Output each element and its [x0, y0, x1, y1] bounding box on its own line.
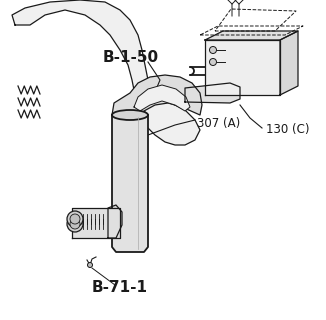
Text: B-71-1: B-71-1 [92, 281, 148, 295]
Circle shape [87, 262, 93, 268]
Polygon shape [112, 115, 148, 252]
Polygon shape [72, 208, 120, 238]
Circle shape [210, 46, 216, 53]
Text: 130 (C): 130 (C) [266, 124, 309, 137]
Circle shape [70, 219, 80, 229]
Circle shape [67, 211, 83, 227]
Circle shape [210, 59, 216, 66]
Circle shape [67, 216, 83, 232]
Polygon shape [205, 40, 280, 95]
Polygon shape [108, 205, 122, 238]
Polygon shape [205, 31, 298, 40]
Ellipse shape [112, 110, 148, 120]
Polygon shape [112, 75, 202, 115]
Circle shape [70, 214, 80, 224]
Polygon shape [280, 31, 298, 95]
Polygon shape [134, 85, 190, 111]
Polygon shape [185, 83, 240, 103]
Polygon shape [12, 0, 200, 145]
Text: 307 (A): 307 (A) [197, 116, 240, 130]
Text: B-1-50: B-1-50 [103, 51, 159, 66]
